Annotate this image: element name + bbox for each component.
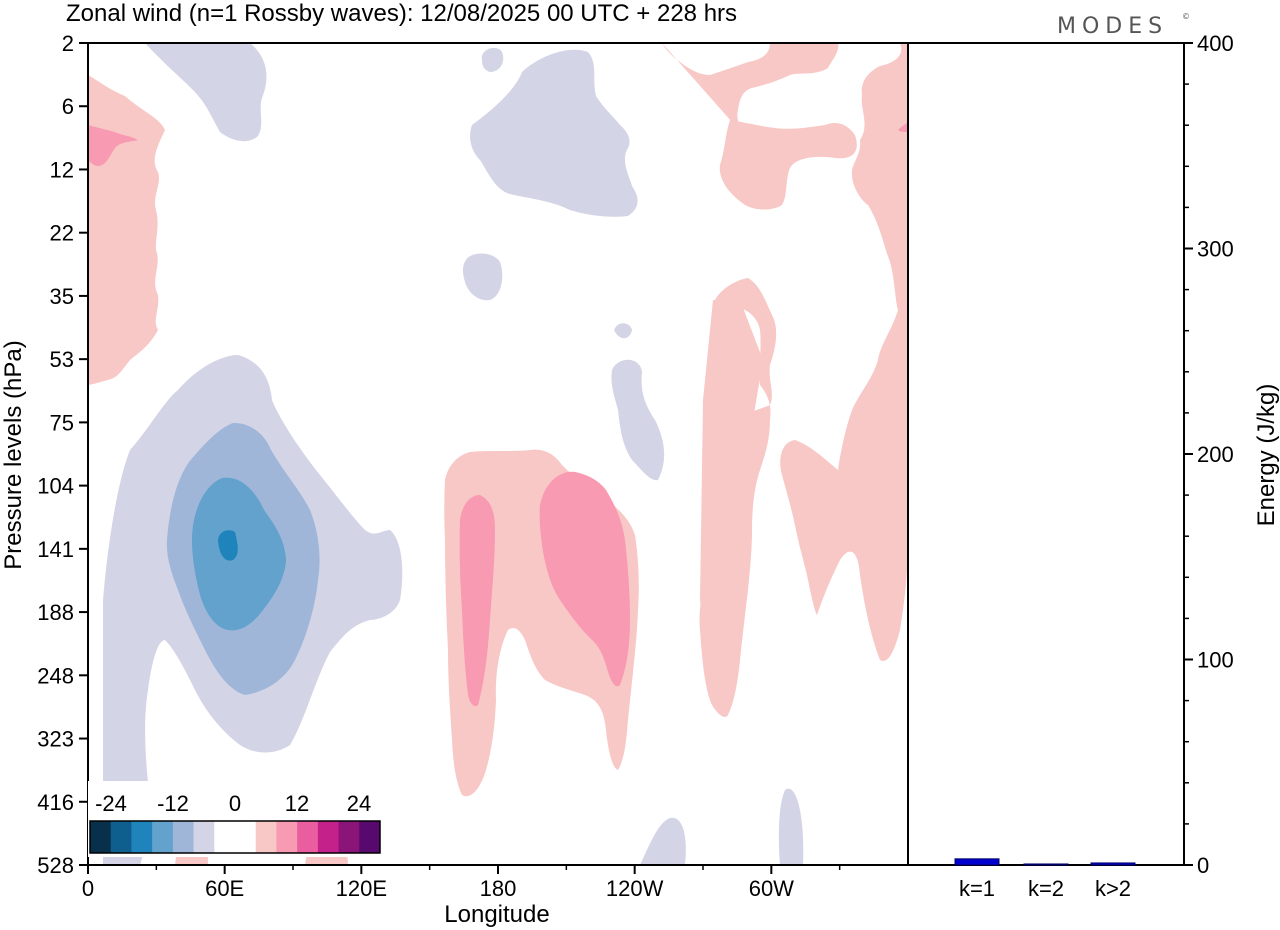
y-tick-label: 6 [62,94,74,119]
colorbar-swatch [214,821,236,853]
y-tick-label: 416 [37,790,74,815]
colorbar-tick-label: 12 [285,791,309,816]
colorbar-frame [89,820,381,854]
modes-brand-logo: MODES [1057,14,1168,39]
negative-wind-regions-strong [192,477,286,631]
x-tick-label: 180 [480,876,517,901]
y-tick-label: 323 [37,727,74,752]
x-axis-label: Longitude [444,901,549,928]
colorbar-swatch [276,821,298,853]
x-tick-label: 120E [336,876,387,901]
energy-tick-label: 100 [1197,648,1234,673]
y-tick-label: 53 [50,347,74,372]
x-tick-label: 60W [749,876,794,901]
energy-bar [1023,863,1069,866]
energy-tick-label: 0 [1197,853,1209,878]
positive-wind-regions-moderate [88,122,908,707]
colorbar-swatch [297,821,319,853]
colorbar-legend: -24 -12 0 12 24 [88,781,382,857]
energy-tick-label: 300 [1197,237,1234,262]
colorbar-swatch [172,821,195,853]
colorbar-swatch [317,821,340,853]
colorbar-tick-label: 24 [347,791,371,816]
y-tick-label: 35 [50,284,74,309]
y-tick-label: 248 [37,663,74,688]
colorbar-swatch [338,821,360,853]
x-tick-label: 0 [82,876,94,901]
colorbar-swatch [110,821,132,853]
energy-bar [1090,862,1136,866]
colorbar-swatch [359,821,381,853]
energy-tick-label: 400 [1197,31,1234,56]
colorbar-swatch [131,821,153,853]
y-tick-label: 141 [37,537,74,562]
y-tick-label: 2 [62,31,74,56]
pressure-axis: 2 6 12 22 35 53 75 104 141 188 248 323 416 528 [37,31,88,878]
energy-category-label: k=2 [1028,876,1064,901]
y-axis-label: Pressure levels (hPa) [0,340,27,569]
x-tick-label: 120W [606,876,664,901]
colorbar-tick-label: -12 [157,791,189,816]
longitude-axis: 0 60E 120E 180 120W 60W [82,865,841,901]
negative-wind-core [218,530,238,561]
energy-axis-label: Energy (J/kg) [1253,384,1280,527]
energy-panel: 0 100 200 300 400 k=1 k=2 k>2 [907,31,1234,901]
y-tick-label: 12 [50,157,74,182]
colorbar-tick-label: 0 [229,791,241,816]
colorbar-tick-label: -24 [95,791,127,816]
energy-category-label: k>2 [1095,876,1131,901]
energy-category-label: k=1 [959,876,995,901]
colorbar-swatch [90,821,112,853]
colorbar-swatch [152,821,174,853]
y-tick-label: 75 [50,410,74,435]
figure-title: Zonal wind (n=1 Rossby waves): 12/08/202… [66,0,737,27]
x-tick-label: 60E [205,876,244,901]
colorbar-swatch [235,821,257,853]
y-tick-label: 104 [37,474,74,499]
y-tick-label: 22 [50,221,74,246]
brand-copyright-mark: © [1182,12,1196,21]
y-tick-label: 528 [37,853,74,878]
colorbar-swatch [255,821,277,853]
y-tick-label: 188 [37,600,74,625]
contour-field [87,42,909,866]
colorbar-swatch [193,821,215,853]
energy-tick-label: 200 [1197,442,1234,467]
energy-bar [954,858,1000,866]
